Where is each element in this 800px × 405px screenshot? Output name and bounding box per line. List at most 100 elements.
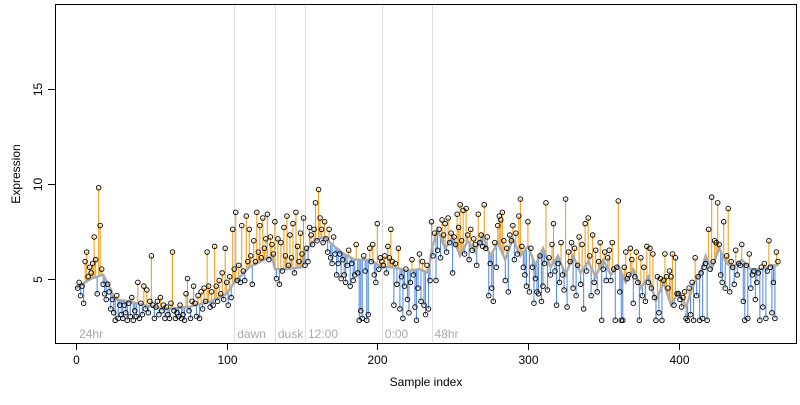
data-point [650, 251, 656, 257]
data-point [428, 219, 435, 225]
data-point [535, 291, 542, 297]
segment-label: dawn [237, 327, 266, 341]
fit-line [75, 225, 778, 311]
data-point [665, 285, 671, 291]
data-point [558, 239, 564, 246]
data-point [329, 260, 335, 267]
data-point [219, 270, 225, 276]
data-point [743, 262, 750, 269]
data-point [208, 289, 215, 295]
data-point [729, 264, 736, 270]
data-point [350, 277, 356, 284]
data-point [755, 270, 762, 276]
data-point [473, 262, 480, 269]
data-point [177, 302, 183, 308]
data-point [529, 264, 536, 270]
data-point [648, 285, 655, 291]
data-point [487, 260, 494, 267]
data-point [248, 253, 254, 259]
data-point [710, 258, 716, 265]
data-point [260, 215, 266, 221]
data-point [403, 266, 409, 272]
data-point [433, 277, 439, 284]
data-point [704, 317, 710, 324]
data-point [484, 234, 491, 240]
data-point [626, 272, 632, 278]
data-point [306, 224, 313, 231]
data-point [195, 292, 201, 299]
data-point [502, 277, 509, 284]
data-point [666, 268, 673, 274]
data-point [95, 184, 102, 191]
data-point [445, 215, 451, 221]
data-point [455, 224, 462, 231]
data-point [101, 291, 108, 297]
data-point [632, 273, 638, 280]
data-point [745, 315, 751, 322]
data-point [532, 275, 539, 282]
data-point [315, 186, 322, 193]
data-point [583, 268, 590, 274]
data-point [383, 270, 390, 276]
data-point [436, 226, 442, 233]
data-point [269, 241, 275, 248]
data-point [183, 291, 189, 297]
data-point [614, 264, 620, 270]
data-point [409, 256, 415, 263]
data-point [766, 237, 772, 244]
data-point [380, 262, 387, 269]
data-point [109, 296, 115, 303]
data-point [702, 260, 709, 267]
data-point [550, 220, 557, 227]
data-point [448, 230, 454, 236]
data-point [406, 309, 412, 316]
data-point [361, 253, 367, 259]
data-point [726, 289, 733, 295]
data-point [246, 226, 253, 233]
data-point [489, 285, 495, 291]
data-point [656, 309, 662, 316]
data-point [401, 283, 408, 289]
data-point [687, 311, 694, 318]
data-point [508, 237, 515, 244]
data-point [734, 272, 741, 278]
data-point [561, 287, 567, 293]
data-point [770, 279, 777, 286]
data-point [580, 306, 587, 312]
data-point [505, 289, 512, 295]
data-point [504, 245, 510, 252]
data-point [472, 241, 478, 248]
data-point [314, 237, 320, 244]
data-point [600, 266, 606, 272]
data-point [513, 230, 519, 236]
data-point [577, 281, 584, 288]
data-point [443, 249, 450, 255]
data-point [107, 306, 114, 312]
data-point [255, 249, 262, 255]
data-point [446, 239, 453, 246]
x-axis: 0 100 200 300 400 [73, 343, 690, 367]
data-point [211, 243, 218, 250]
data-point [239, 222, 245, 229]
data-point [376, 266, 382, 272]
data-point [728, 258, 734, 265]
data-point [763, 315, 769, 322]
data-point [371, 272, 378, 278]
data-point [576, 234, 582, 240]
data-point [705, 226, 712, 233]
data-point [528, 245, 534, 252]
data-point [257, 222, 263, 229]
x-tick-label: 400 [669, 353, 689, 367]
data-point [761, 260, 768, 267]
data-point [303, 245, 310, 252]
data-point [692, 255, 698, 261]
data-point [553, 302, 560, 308]
data-point [94, 291, 100, 297]
data-point [88, 270, 94, 276]
data-point [254, 209, 260, 216]
data-point [642, 298, 649, 305]
data-point [299, 251, 305, 257]
data-points [74, 184, 781, 324]
data-point [457, 201, 463, 208]
